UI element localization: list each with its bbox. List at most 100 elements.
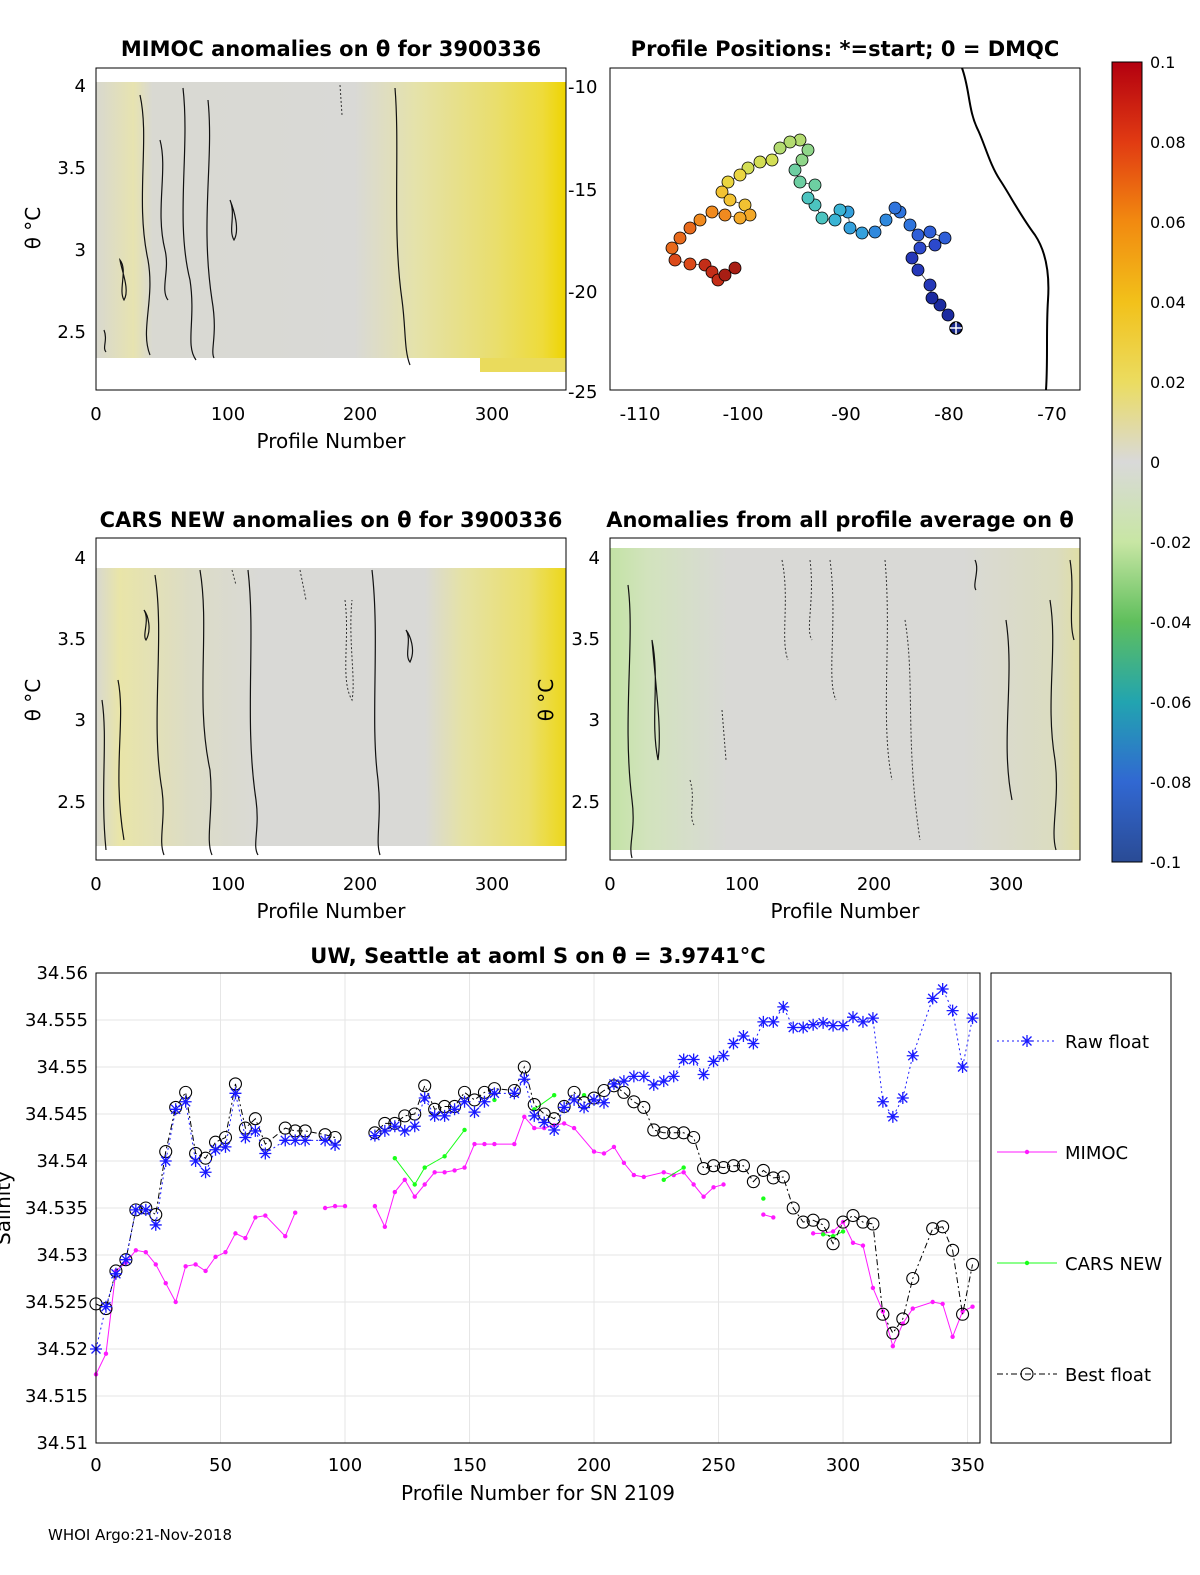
- cars-new-point: [761, 1196, 766, 1201]
- raw-float-point: [747, 1037, 760, 1050]
- best-float-point: [707, 1159, 721, 1173]
- profile-position-marker: [888, 201, 902, 215]
- colorbar-tick: 0: [1150, 453, 1160, 472]
- raw-float-point: [518, 1073, 531, 1086]
- mimoc-series: [93, 1114, 975, 1377]
- best-float-point: [716, 1161, 731, 1175]
- raw-float-point: [607, 1077, 620, 1090]
- profile-position-marker: [665, 241, 679, 255]
- cars-new-point: [661, 1177, 666, 1183]
- cars-axes-box: [95, 537, 567, 861]
- mimoc-point: [372, 1203, 378, 1209]
- profile-position-marker: [923, 225, 937, 239]
- avg-dotted-contours: [689, 559, 921, 841]
- raw-float-point: [667, 1070, 680, 1083]
- raw-float-point: [209, 1143, 222, 1156]
- colorbar-tick: 0.06: [1150, 213, 1186, 232]
- mimoc-contours: [103, 87, 411, 366]
- profile-position-marker: [693, 213, 707, 227]
- raw-float-point: [169, 1103, 182, 1116]
- mimoc-point: [422, 1182, 427, 1187]
- mimoc-ytick: 4: [75, 76, 86, 97]
- raw-float-point: [418, 1092, 431, 1105]
- raw-float-point: [896, 1092, 909, 1105]
- cars-xtick: 0: [90, 874, 101, 895]
- raw-float-point: [329, 1139, 342, 1152]
- raw-float-point: [876, 1095, 889, 1108]
- best-float-point: [418, 1079, 432, 1093]
- mimoc-point: [522, 1114, 527, 1120]
- best-float-point: [617, 1085, 631, 1099]
- mimoc-xlabel: Profile Number: [257, 429, 407, 453]
- positions-panel-title: Profile Positions: *=start; 0 = DMQC: [631, 37, 1060, 61]
- mimoc-xtick: 200: [343, 404, 377, 425]
- mimoc-point: [810, 1231, 816, 1236]
- legend-item-cars-new: CARS NEW: [997, 1254, 1162, 1275]
- profile-position-marker: [808, 178, 822, 192]
- positions-xtick: -80: [934, 404, 963, 425]
- colorbar-tick: -0.06: [1150, 693, 1191, 712]
- salinity-chart: UW, Seattle at aoml S on θ = 3.9741°C 0 5…: [0, 944, 1172, 1505]
- cars-ytick: 3.5: [57, 629, 86, 650]
- colorbar-gradient: [1111, 61, 1143, 863]
- raw-float-point: [837, 1019, 850, 1032]
- cars-ytick: 4: [75, 548, 86, 569]
- raw-float-point: [319, 1134, 332, 1147]
- avg-xticks: 0 100 200 300: [604, 874, 1023, 895]
- best-float-point: [876, 1307, 890, 1321]
- raw-float-point: [717, 1049, 730, 1062]
- cars-xtick: 200: [343, 874, 377, 895]
- profile-position-marker: [673, 231, 687, 245]
- mimoc-point: [870, 1285, 876, 1291]
- profile-position-marker: [913, 241, 927, 255]
- raw-float-point: [508, 1087, 521, 1100]
- avg-xtick: 100: [725, 874, 759, 895]
- mimoc-point: [561, 1121, 567, 1126]
- y-tick-label: 34.535: [25, 1198, 88, 1219]
- profile-position-marker: [911, 263, 925, 277]
- mimoc-point: [432, 1170, 437, 1175]
- raw-float-point: [697, 1068, 710, 1081]
- cars-yticks: 2.5 3 3.5 4: [57, 548, 86, 813]
- legend-item-raw-float: Raw float: [997, 1032, 1149, 1053]
- cars-new-point: [681, 1165, 686, 1170]
- mimoc-point: [462, 1165, 467, 1170]
- cars-new-point: [392, 1155, 398, 1161]
- cars-new-point: [422, 1165, 427, 1170]
- raw-float-point: [558, 1101, 571, 1114]
- raw-float-point: [458, 1095, 471, 1108]
- raw-float-point: [408, 1120, 421, 1133]
- profile-position-marker: [718, 208, 732, 222]
- best-float-line: [95, 1065, 974, 1334]
- cars-ytick: 3: [75, 710, 86, 731]
- cars-contours: [101, 569, 414, 856]
- raw-float-point: [159, 1155, 172, 1167]
- x-tick-label: 350: [950, 1455, 984, 1476]
- y-tick-label: 34.54: [36, 1151, 88, 1172]
- raw-float-point: [199, 1166, 212, 1179]
- best-float-point: [816, 1218, 830, 1232]
- raw-float-point: [926, 992, 939, 1005]
- raw-float-point: [578, 1101, 591, 1114]
- salinity-xticks: 0 50 100 150 200 250 300 350: [90, 1455, 984, 1476]
- colorbar-tick: -0.02: [1150, 533, 1191, 552]
- colorbar-tick: 0.02: [1150, 373, 1186, 392]
- raw-float-point: [428, 1109, 441, 1122]
- mimoc-point: [571, 1125, 577, 1131]
- salinity-grid: [95, 972, 980, 1444]
- colorbar-tick: -0.04: [1150, 613, 1191, 632]
- raw-float-point: [856, 1015, 869, 1028]
- best-float-point: [726, 1159, 741, 1173]
- raw-float-point: [538, 1116, 551, 1129]
- start-marker: [949, 321, 963, 335]
- raw-float-point: [259, 1147, 272, 1160]
- best-float-series: [89, 1060, 980, 1340]
- mimoc-point: [940, 1301, 945, 1307]
- raw-float-point: [617, 1075, 630, 1088]
- best-float-point: [906, 1271, 920, 1286]
- legend: Raw float MIMOC CARS NEW Best float: [990, 972, 1172, 1444]
- cars-new-point: [412, 1182, 417, 1187]
- raw-float-point: [478, 1095, 491, 1108]
- profile-position-marker: [911, 228, 925, 242]
